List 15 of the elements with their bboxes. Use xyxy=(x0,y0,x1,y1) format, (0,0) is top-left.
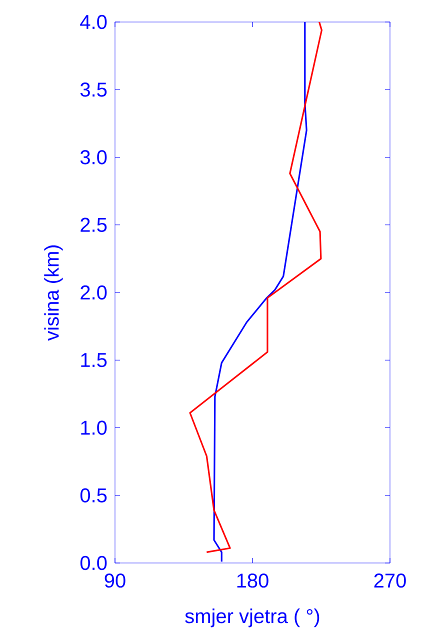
y-tick-label: 4.0 xyxy=(80,14,107,30)
y-tick-label: 3.5 xyxy=(80,82,107,97)
x-tick-label: 90 xyxy=(104,574,126,588)
line-series xyxy=(189,22,322,553)
x-tick-label: 180 xyxy=(237,574,268,588)
y-axis-title: visina (km) xyxy=(44,245,63,341)
y-tick-label: 2.0 xyxy=(80,285,107,300)
y-tick-label: 0.5 xyxy=(80,488,107,502)
y-tick-label: 3.0 xyxy=(80,150,107,164)
y-tick-label: 1.5 xyxy=(81,353,107,368)
y-tick-label: 2.5 xyxy=(80,218,107,232)
y-tick-label: 0.0 xyxy=(80,556,107,570)
x-axis-title: smjer vjetra ( °) xyxy=(185,608,320,628)
x-tick-label: 270 xyxy=(374,574,406,588)
y-tick-label: 1.0 xyxy=(81,420,107,435)
